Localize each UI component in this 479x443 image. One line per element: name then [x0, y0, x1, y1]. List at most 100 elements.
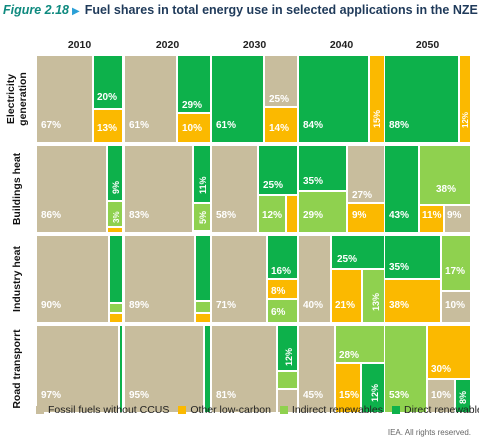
- fossil-block: [212, 146, 257, 232]
- direct-block: [205, 326, 210, 412]
- data-label: 12%: [461, 112, 470, 128]
- data-label: 35%: [303, 176, 323, 187]
- data-label: 29%: [182, 100, 202, 111]
- low-carbon-block: [370, 56, 384, 142]
- data-label: 83%: [129, 210, 149, 221]
- data-label: 28%: [339, 350, 359, 361]
- data-label: 11%: [422, 210, 442, 221]
- direct-block: [385, 146, 418, 232]
- legend-item: Direct renewables: [391, 404, 479, 416]
- indirect-block: [268, 300, 297, 322]
- data-label: 67%: [41, 120, 61, 131]
- data-label: 61%: [129, 120, 149, 131]
- low-carbon-block: [348, 204, 384, 232]
- data-label: 17%: [445, 266, 465, 277]
- data-label: 10%: [431, 390, 451, 401]
- data-label: 58%: [216, 210, 236, 221]
- data-label: 38%: [389, 300, 409, 311]
- low-carbon-block: [196, 314, 210, 322]
- low-carbon-block: [332, 270, 361, 322]
- figure-title: Figure 2.18 ▶ Fuel shares in total energy …: [3, 3, 478, 17]
- data-label: 15%: [372, 110, 382, 128]
- data-label: 95%: [129, 390, 149, 401]
- data-label: 21%: [335, 300, 355, 311]
- data-label: 29%: [303, 210, 323, 221]
- year-header: 2050: [416, 39, 440, 51]
- direct-block: [212, 56, 263, 142]
- row-label: Road transporrt: [11, 329, 23, 409]
- low-carbon-block: [268, 280, 297, 298]
- data-label: 20%: [97, 92, 117, 103]
- figure-label: Figure 2.18: [3, 3, 69, 17]
- data-label: 8%: [271, 286, 286, 297]
- direct-block: [278, 326, 297, 370]
- direct-block: [196, 236, 210, 300]
- data-label: 90%: [41, 300, 61, 311]
- direct-block: [299, 56, 368, 142]
- data-label: 40%: [303, 300, 323, 311]
- legend-label: Direct renewables: [403, 404, 479, 416]
- low-carbon-block: [460, 56, 470, 142]
- low-carbon-block: [178, 114, 210, 142]
- direct-block: [268, 236, 297, 278]
- indirect-block: [442, 236, 470, 290]
- data-label: 3%: [112, 211, 121, 223]
- row-label: Buildings heat: [11, 152, 23, 225]
- low-carbon-block: [108, 228, 122, 232]
- legend-swatch: [279, 406, 288, 414]
- data-label: 71%: [216, 300, 236, 311]
- fossil-block: [265, 56, 297, 106]
- indirect-block: [299, 192, 346, 232]
- row-label: Industry heat: [11, 246, 23, 312]
- data-label: 61%: [216, 120, 236, 131]
- data-label: 30%: [431, 364, 451, 375]
- arrow-icon: ▶: [72, 6, 80, 17]
- data-label: 16%: [271, 266, 291, 277]
- data-label: 89%: [129, 300, 149, 311]
- year-header: 2040: [330, 39, 354, 51]
- fossil-block: [37, 56, 92, 142]
- legend-swatch: [178, 406, 187, 414]
- year-header: 2030: [243, 39, 267, 51]
- data-label: 45%: [303, 390, 323, 401]
- data-label: 27%: [352, 190, 372, 201]
- indirect-block: [259, 196, 285, 232]
- direct-block: [178, 56, 210, 112]
- direct-block: [110, 236, 122, 302]
- direct-block: [194, 146, 210, 202]
- direct-block: [385, 236, 440, 278]
- legend-label: Fossil fuels without CCUS: [48, 404, 170, 416]
- data-label: 14%: [269, 123, 289, 134]
- fossil-block: [212, 326, 276, 412]
- data-label: 13%: [97, 123, 117, 134]
- legend-label: Indirect renewables: [291, 404, 383, 416]
- credit-text: IEA. All rights reserved.: [387, 428, 471, 437]
- data-label: 12%: [370, 384, 380, 402]
- indirect-block: [108, 202, 122, 226]
- fossil-block: [125, 326, 203, 412]
- data-label: 10%: [445, 300, 465, 311]
- low-carbon-block: [420, 206, 443, 232]
- data-label: 6%: [271, 307, 286, 318]
- direct-block: [332, 236, 384, 268]
- data-label: 12%: [284, 348, 294, 366]
- fossil-block: [299, 326, 334, 412]
- indirect-block: [420, 146, 470, 204]
- fossil-block: [37, 146, 106, 232]
- indirect-block: [385, 326, 426, 412]
- fossil-block: [37, 236, 108, 322]
- data-label: 8%: [458, 391, 468, 404]
- fossil-block: [125, 236, 194, 322]
- data-label: 9%: [352, 210, 367, 221]
- row-label: generation: [17, 72, 29, 126]
- indirect-block: [110, 304, 122, 312]
- direct-block: [108, 146, 122, 200]
- indirect-block: [196, 302, 210, 312]
- data-label: 9%: [447, 210, 462, 221]
- low-carbon-block: [265, 108, 297, 142]
- data-label: 9%: [111, 181, 121, 194]
- data-label: 84%: [303, 120, 323, 131]
- direct-block: [299, 146, 346, 190]
- direct-block: [385, 56, 458, 142]
